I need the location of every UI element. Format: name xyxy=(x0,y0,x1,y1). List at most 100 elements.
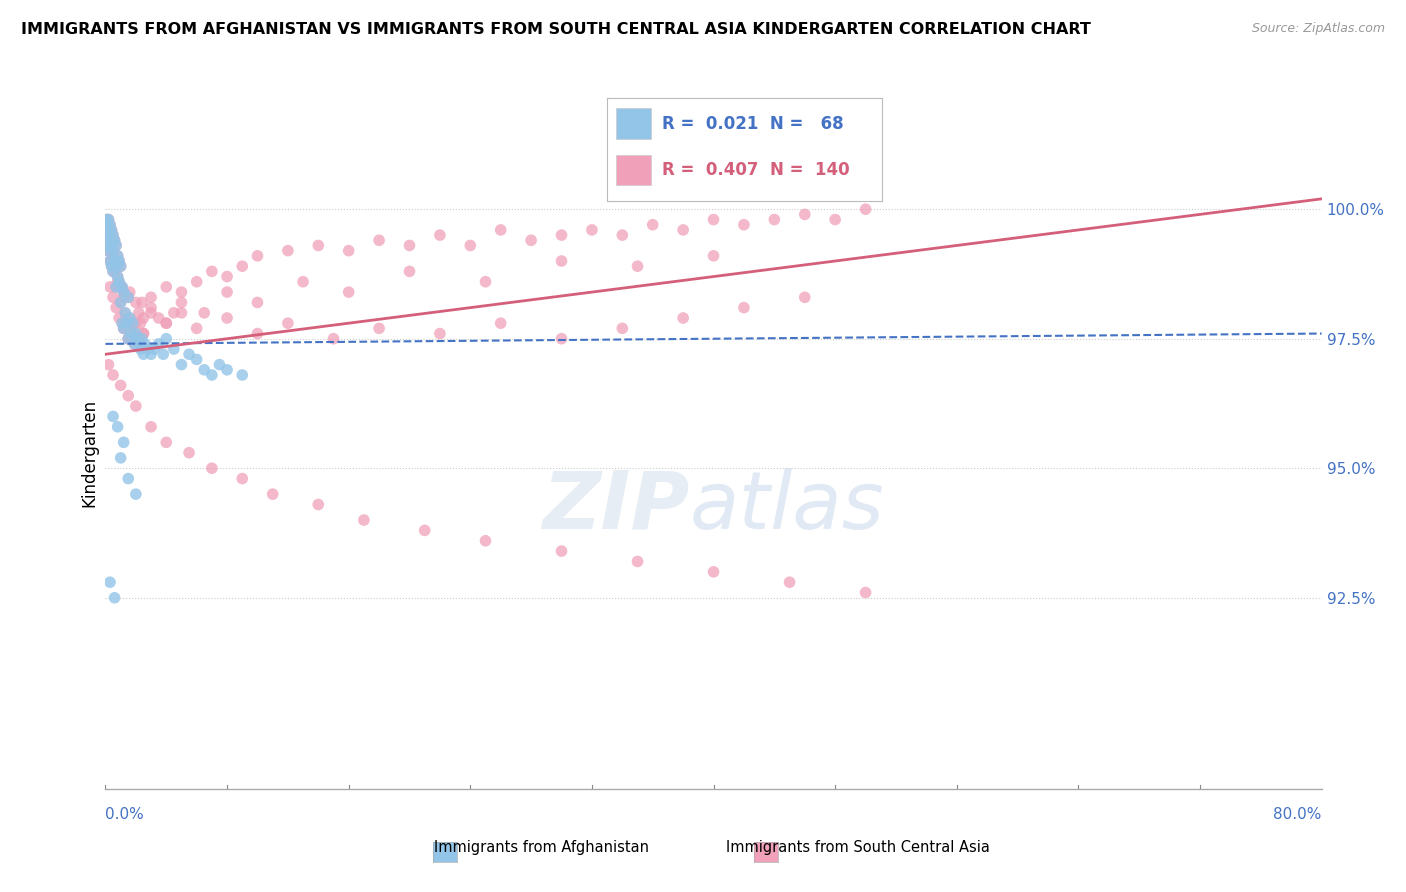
Point xyxy=(148,337,170,351)
Point xyxy=(193,306,215,320)
Point xyxy=(793,290,815,304)
Point xyxy=(193,363,215,377)
Point xyxy=(277,244,299,258)
Point xyxy=(127,332,149,346)
Point xyxy=(107,249,129,263)
Point xyxy=(96,212,118,227)
Point xyxy=(124,337,146,351)
Point xyxy=(98,254,121,268)
Point xyxy=(117,332,139,346)
Point xyxy=(612,321,634,335)
Point xyxy=(489,316,512,330)
Point xyxy=(208,358,231,372)
Point xyxy=(120,326,142,341)
Point xyxy=(217,363,239,377)
Point xyxy=(98,233,121,247)
Point xyxy=(100,223,122,237)
Point xyxy=(112,290,135,304)
Point xyxy=(112,321,135,335)
Point xyxy=(110,295,132,310)
Point xyxy=(97,244,120,258)
Point xyxy=(550,254,572,268)
Point xyxy=(108,254,131,268)
Point xyxy=(98,233,121,247)
Point xyxy=(474,533,496,548)
Point xyxy=(139,347,162,361)
Point xyxy=(111,316,134,330)
Y-axis label: Kindergarten: Kindergarten xyxy=(80,399,98,507)
Point xyxy=(110,280,132,294)
Point xyxy=(103,264,125,278)
Point xyxy=(672,311,695,326)
Point xyxy=(129,342,152,356)
Bar xyxy=(616,108,651,139)
Point xyxy=(96,223,118,237)
Point xyxy=(131,295,153,310)
Point xyxy=(148,311,170,326)
Point xyxy=(100,254,122,268)
Point xyxy=(474,275,496,289)
Point xyxy=(108,275,131,289)
Point xyxy=(779,575,801,590)
Point xyxy=(155,316,177,330)
Point xyxy=(170,306,193,320)
Point xyxy=(96,223,118,237)
Point xyxy=(121,316,143,330)
Point xyxy=(107,269,129,284)
Text: Source: ZipAtlas.com: Source: ZipAtlas.com xyxy=(1251,22,1385,36)
Point xyxy=(105,280,128,294)
Point xyxy=(100,223,122,237)
Point xyxy=(101,228,124,243)
Point xyxy=(702,249,725,263)
Point xyxy=(672,223,695,237)
Point xyxy=(246,295,269,310)
Point xyxy=(155,280,177,294)
Point xyxy=(114,306,136,320)
Point xyxy=(177,347,200,361)
Point xyxy=(101,368,124,382)
Point xyxy=(105,238,128,252)
Point xyxy=(429,326,451,341)
Point xyxy=(127,332,149,346)
Text: 0.0%: 0.0% xyxy=(105,807,145,822)
Point xyxy=(111,280,134,294)
Point xyxy=(96,238,118,252)
Point xyxy=(128,337,150,351)
Point xyxy=(855,202,877,217)
Point xyxy=(125,295,148,310)
Point xyxy=(337,285,360,299)
Point xyxy=(97,244,120,258)
Point xyxy=(103,233,125,247)
Point xyxy=(98,575,121,590)
Point xyxy=(163,306,186,320)
Point xyxy=(246,326,269,341)
Point xyxy=(98,254,121,268)
Point xyxy=(231,368,253,382)
Point xyxy=(110,259,132,273)
Point xyxy=(793,207,815,221)
Point xyxy=(101,244,124,258)
Point xyxy=(96,238,118,252)
Point xyxy=(108,275,131,289)
Point xyxy=(139,290,162,304)
Bar xyxy=(616,154,651,186)
Point xyxy=(107,269,129,284)
Point xyxy=(105,280,128,294)
Text: R =  0.407  N =  140: R = 0.407 N = 140 xyxy=(662,161,849,179)
Point xyxy=(641,218,664,232)
Point xyxy=(550,332,572,346)
Point xyxy=(733,218,755,232)
Point xyxy=(429,228,451,243)
Point xyxy=(110,259,132,273)
Point xyxy=(337,244,360,258)
Point xyxy=(110,378,132,392)
Point xyxy=(107,249,129,263)
Text: Immigrants from Afghanistan: Immigrants from Afghanistan xyxy=(434,840,648,855)
Point xyxy=(231,472,253,486)
Point xyxy=(112,435,135,450)
Point xyxy=(118,311,141,326)
Point xyxy=(117,332,139,346)
Point xyxy=(307,238,329,252)
Point xyxy=(131,332,153,346)
Point xyxy=(132,326,155,341)
